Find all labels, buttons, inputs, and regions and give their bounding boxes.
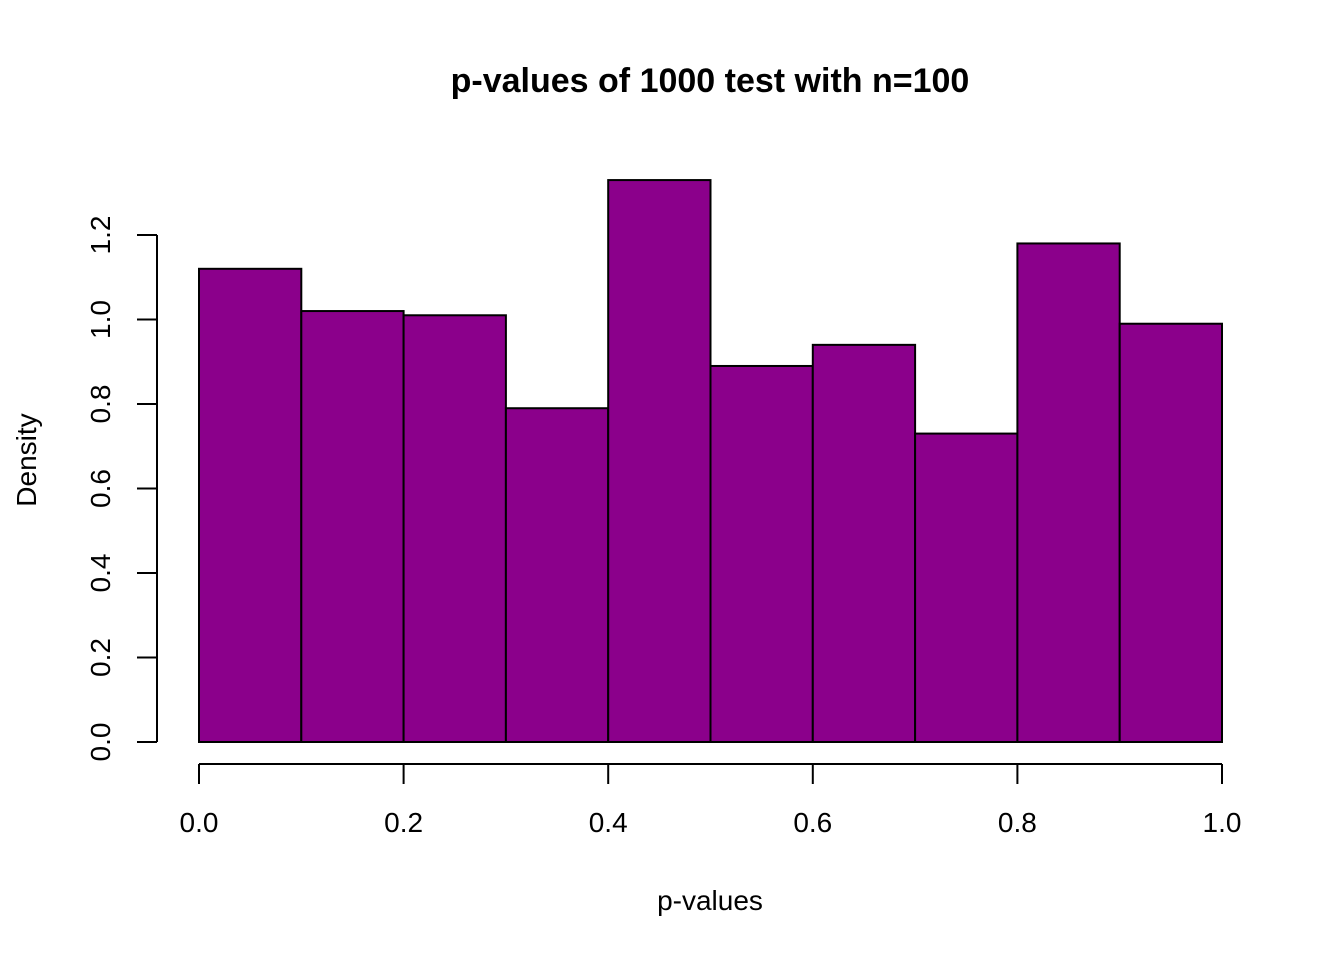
x-axis: 0.0 0.2 0.4 0.6 0.8 1.0 bbox=[180, 763, 1242, 838]
y-tick-label: 0.0 bbox=[85, 723, 116, 762]
y-axis: 0.0 0.2 0.4 0.6 0.8 1.0 1.2 bbox=[85, 216, 158, 762]
x-tick-label: 0.0 bbox=[180, 807, 219, 838]
histogram-bar bbox=[607, 179, 712, 743]
y-tick-label: 0.6 bbox=[85, 469, 116, 508]
y-axis-label: Density bbox=[11, 413, 42, 506]
histogram-bar bbox=[1118, 322, 1223, 743]
x-tick-label: 1.0 bbox=[1203, 807, 1242, 838]
y-tick-label: 0.2 bbox=[85, 638, 116, 677]
x-tick-label: 0.6 bbox=[793, 807, 832, 838]
chart-title: p-values of 1000 test with n=100 bbox=[451, 62, 970, 100]
histogram-bar bbox=[402, 314, 507, 743]
histogram-bar bbox=[811, 343, 917, 743]
histogram-bar bbox=[198, 267, 303, 743]
y-tick-label: 0.8 bbox=[85, 385, 116, 424]
histogram-bar bbox=[914, 432, 1019, 743]
bars-group bbox=[198, 179, 1223, 743]
x-tick-label: 0.8 bbox=[998, 807, 1037, 838]
y-tick-label: 0.4 bbox=[85, 554, 116, 593]
y-tick-label: 1.2 bbox=[85, 216, 116, 255]
x-tick-label: 0.4 bbox=[589, 807, 628, 838]
histogram-bar bbox=[300, 310, 405, 743]
histogram-bar bbox=[1016, 242, 1121, 743]
histogram-bar bbox=[709, 364, 814, 743]
y-tick-label: 1.0 bbox=[85, 300, 116, 339]
x-tick-label: 0.2 bbox=[384, 807, 423, 838]
histogram-bar bbox=[504, 407, 610, 743]
x-axis-label: p-values bbox=[657, 885, 763, 916]
